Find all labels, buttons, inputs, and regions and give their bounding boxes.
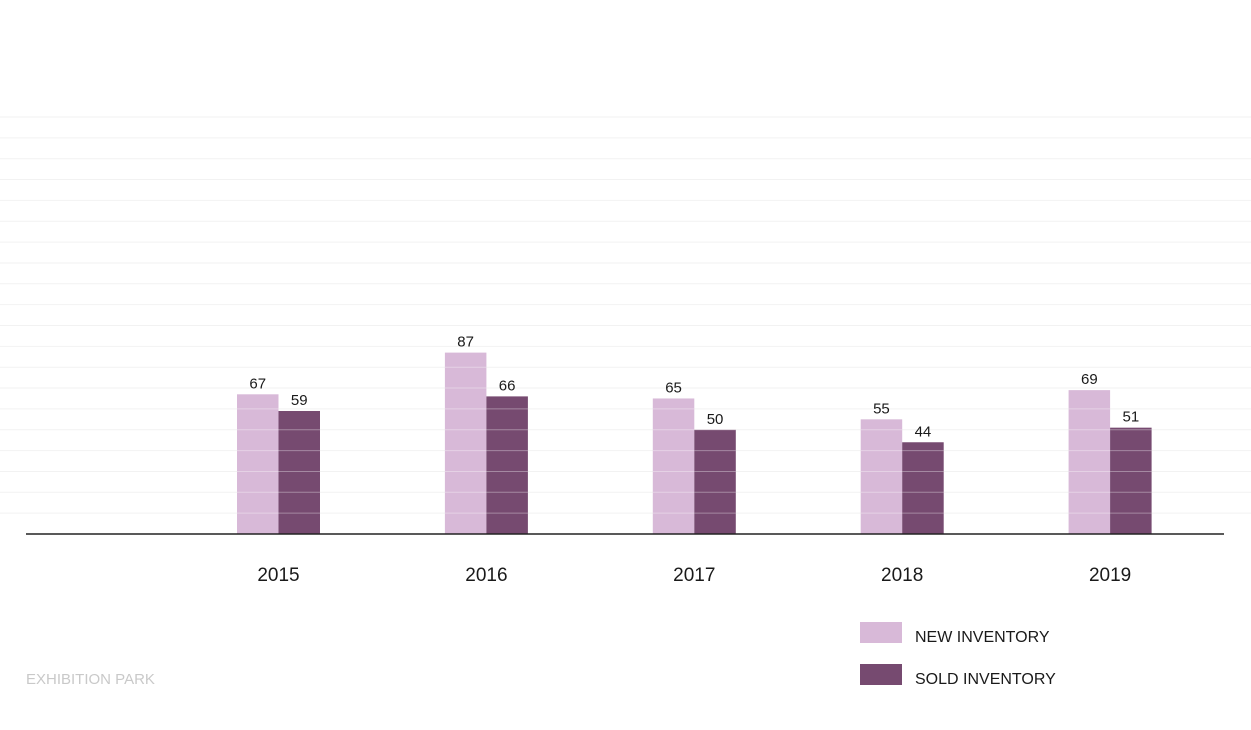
legend-swatch-new-inventory <box>860 622 902 643</box>
bar-sold-inventory-2017 <box>694 429 736 534</box>
x-tick-labels: 2015 2016 2017 2018 2019 <box>257 565 1131 586</box>
data-label-sold-inventory-2019: 51 <box>1123 409 1140 426</box>
legend-label-sold-inventory: SOLD INVENTORY <box>915 671 1056 688</box>
data-label-sold-inventory-2015: 59 <box>291 392 308 409</box>
data-label-sold-inventory-2016: 66 <box>499 377 516 394</box>
data-label-sold-inventory-2017: 50 <box>707 411 724 428</box>
bars: 67 59 87 66 65 50 55 44 69 51 <box>237 334 1152 534</box>
data-label-new-inventory-2016: 87 <box>457 334 474 351</box>
bar-sold-inventory-2015 <box>278 410 320 534</box>
data-label-new-inventory-2017: 65 <box>665 379 682 396</box>
data-label-new-inventory-2018: 55 <box>873 400 890 417</box>
bar-new-inventory-2017 <box>652 398 695 534</box>
data-label-new-inventory-2019: 69 <box>1081 371 1098 388</box>
legend: NEW INVENTORY SOLD INVENTORY <box>860 622 1056 688</box>
legend-label-new-inventory: NEW INVENTORY <box>915 629 1050 646</box>
bar-sold-inventory-2018 <box>902 442 944 534</box>
bar-new-inventory-2019 <box>1068 390 1111 534</box>
bar-new-inventory-2015 <box>237 394 279 534</box>
bar-sold-inventory-2016 <box>486 396 528 534</box>
source-label: EXHIBITION PARK <box>26 671 155 688</box>
bar-sold-inventory-2019 <box>1110 427 1152 534</box>
bar-new-inventory-2018 <box>860 419 903 534</box>
x-tick-label-2018: 2018 <box>881 565 923 586</box>
x-tick-label-2016: 2016 <box>465 565 507 586</box>
data-label-sold-inventory-2018: 44 <box>915 423 932 440</box>
legend-swatch-sold-inventory <box>860 664 902 685</box>
bar-new-inventory-2016 <box>444 352 487 534</box>
x-tick-label-2019: 2019 <box>1089 565 1131 586</box>
x-tick-label-2015: 2015 <box>257 565 299 586</box>
data-label-new-inventory-2015: 67 <box>249 375 266 392</box>
x-tick-label-2017: 2017 <box>673 565 715 586</box>
gridlines <box>0 116 1251 514</box>
